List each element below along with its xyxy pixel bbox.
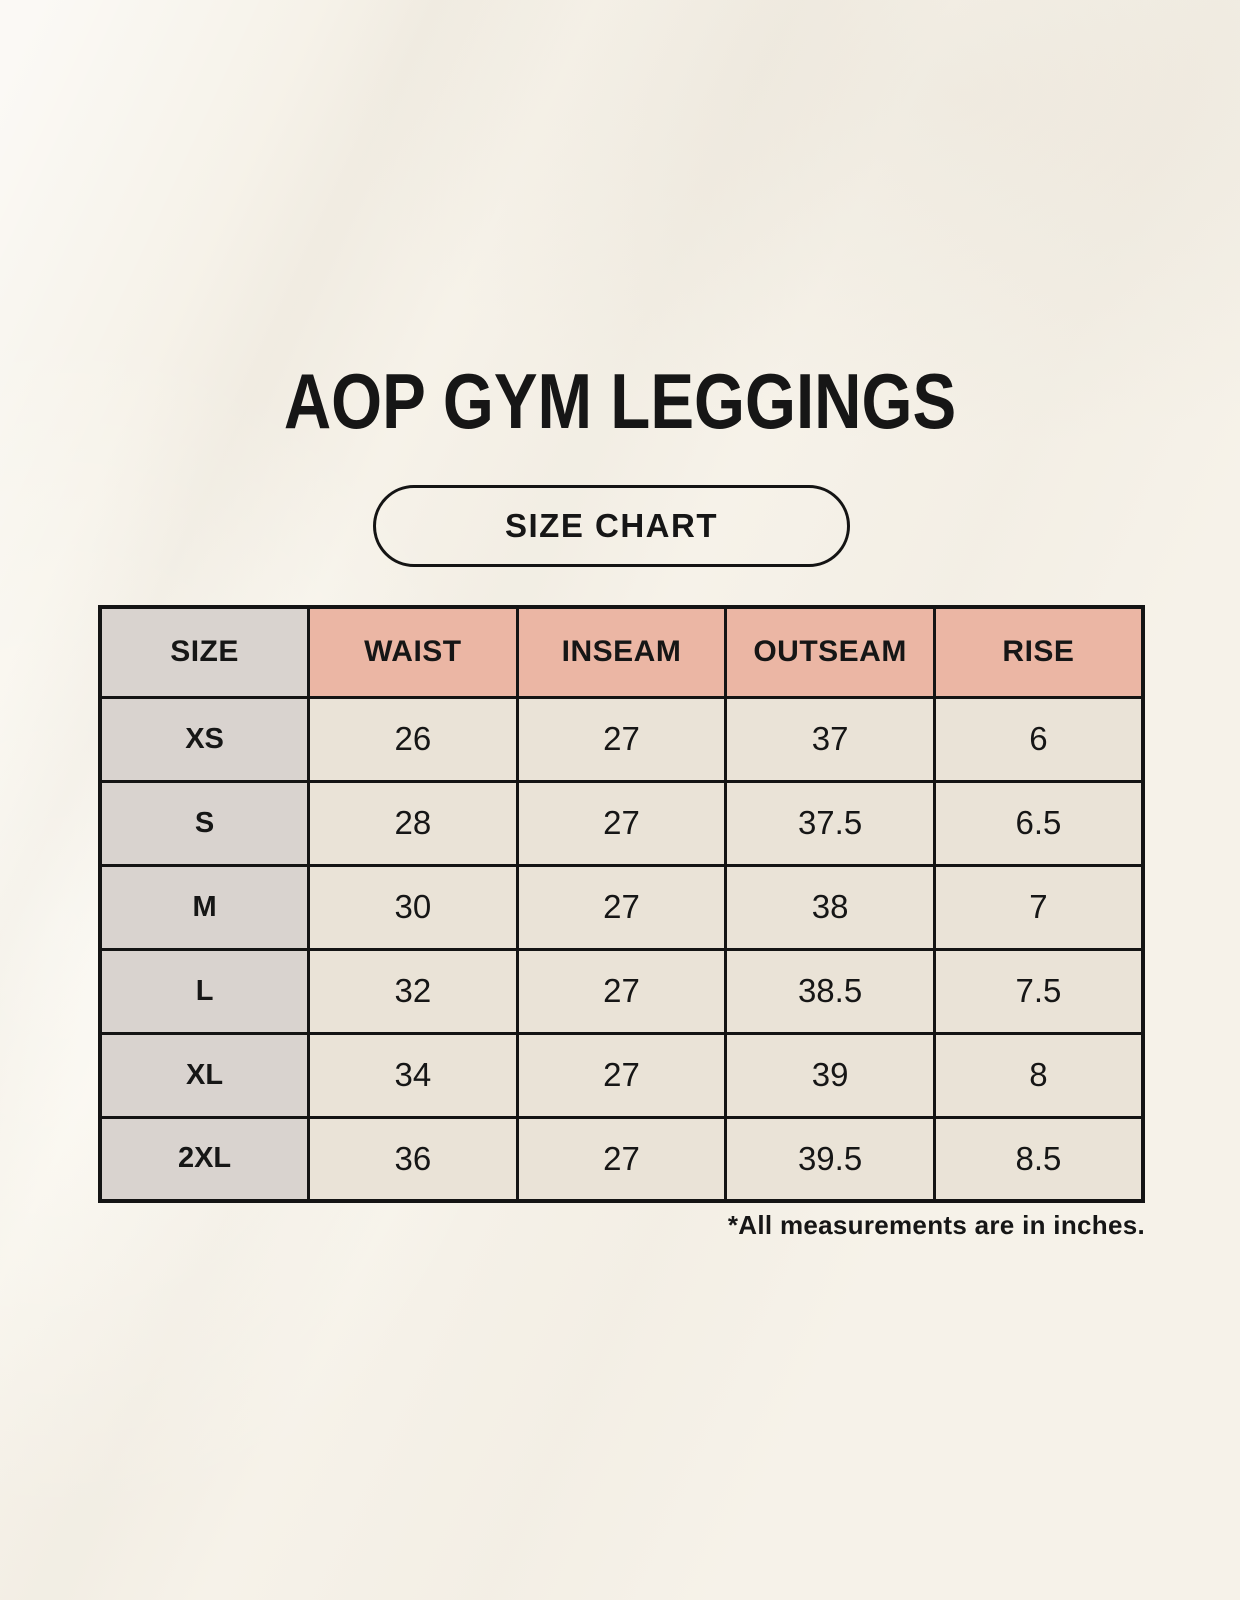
size-label: S	[98, 779, 311, 867]
rise-value: 7.5	[932, 947, 1145, 1035]
size-chart-table: SIZE WAIST INSEAM OUTSEAM RISE XS 26 27 …	[98, 605, 1145, 1203]
waist-value: 32	[307, 947, 519, 1035]
page-title: AOP GYM LEGGINGS	[283, 357, 957, 445]
waist-value: 28	[307, 779, 519, 867]
column-header-size: SIZE	[98, 605, 311, 699]
waist-value: 26	[307, 695, 519, 783]
column-header-waist: WAIST	[307, 605, 519, 699]
size-chart-badge: SIZE CHART	[373, 485, 850, 567]
size-chart-badge-label: SIZE CHART	[505, 507, 718, 544]
table-row: XL 34 27 39 8	[98, 1031, 1145, 1119]
table-row: S 28 27 37.5 6.5	[98, 779, 1145, 867]
table-header-row: SIZE WAIST INSEAM OUTSEAM RISE	[98, 605, 1145, 699]
inseam-value: 27	[515, 947, 728, 1035]
rise-value: 6	[932, 695, 1145, 783]
size-label: L	[98, 947, 311, 1035]
table-row: M 30 27 38 7	[98, 863, 1145, 951]
measurements-footnote: *All measurements are in inches.	[727, 1210, 1145, 1240]
rise-value: 8.5	[932, 1115, 1145, 1203]
size-label: XS	[98, 695, 311, 783]
size-label: 2XL	[98, 1115, 311, 1203]
waist-value: 30	[307, 863, 519, 951]
outseam-value: 38.5	[724, 947, 936, 1035]
outseam-value: 37.5	[724, 779, 936, 867]
inseam-value: 27	[515, 1115, 728, 1203]
rise-value: 6.5	[932, 779, 1145, 867]
rise-value: 8	[932, 1031, 1145, 1119]
waist-value: 36	[307, 1115, 519, 1203]
inseam-value: 27	[515, 779, 728, 867]
waist-value: 34	[307, 1031, 519, 1119]
outseam-value: 39	[724, 1031, 936, 1119]
outseam-value: 37	[724, 695, 936, 783]
rise-value: 7	[932, 863, 1145, 951]
table-row: XS 26 27 37 6	[98, 695, 1145, 783]
column-header-inseam: INSEAM	[515, 605, 728, 699]
table-row: L 32 27 38.5 7.5	[98, 947, 1145, 1035]
column-header-rise: RISE	[932, 605, 1145, 699]
inseam-value: 27	[515, 1031, 728, 1119]
inseam-value: 27	[515, 695, 728, 783]
inseam-value: 27	[515, 863, 728, 951]
table-row: 2XL 36 27 39.5 8.5	[98, 1115, 1145, 1203]
outseam-value: 38	[724, 863, 936, 951]
column-header-outseam: OUTSEAM	[724, 605, 936, 699]
size-label: XL	[98, 1031, 311, 1119]
size-label: M	[98, 863, 311, 951]
outseam-value: 39.5	[724, 1115, 936, 1203]
